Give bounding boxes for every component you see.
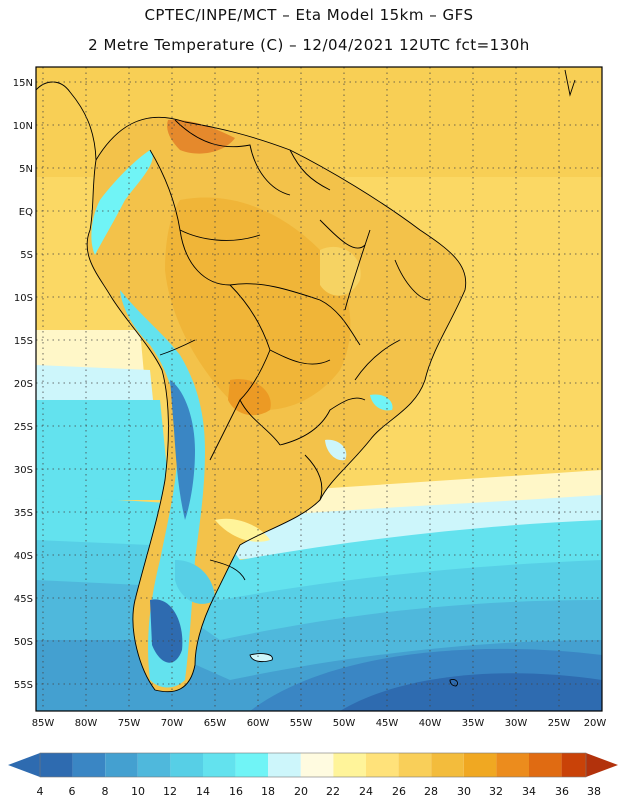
lat-label: 45S	[14, 594, 33, 605]
lon-label: 75W	[118, 718, 141, 729]
colorbar-tick: 16	[229, 785, 243, 798]
lat-label: 50S	[14, 637, 33, 648]
lon-label: 80W	[75, 718, 98, 729]
colorbar-tick: 28	[424, 785, 438, 798]
lat-label: 5N	[19, 164, 33, 175]
colorbar-swatch	[105, 753, 138, 777]
colorbar	[8, 752, 618, 778]
colorbar-tick: 32	[489, 785, 503, 798]
colorbar-swatch	[235, 753, 269, 777]
lon-label: 55W	[290, 718, 313, 729]
lon-label: 85W	[32, 718, 55, 729]
lat-label: 25S	[14, 422, 33, 433]
colorbar-tick: 20	[294, 785, 308, 798]
colorbar-swatch	[72, 753, 106, 777]
latitude-labels: 15N 10N 5N EQ 5S 10S 15S 20S 25S 30S 35S…	[13, 78, 33, 691]
colorbar-tick: 14	[196, 785, 210, 798]
graticule	[36, 67, 603, 711]
colorbar-tick: 6	[69, 785, 76, 798]
lat-label: 10S	[14, 293, 33, 304]
lat-label: 10N	[13, 121, 33, 132]
colorbar-tick: 30	[457, 785, 471, 798]
colorbar-tick: 12	[163, 785, 177, 798]
lon-label: 65W	[204, 718, 227, 729]
colorbar-swatch	[463, 753, 497, 777]
lat-label: 55S	[14, 680, 33, 691]
lat-label: 15N	[13, 78, 33, 89]
lon-label: 20W	[584, 718, 607, 729]
title-line-1: CPTEC/INPE/MCT – Eta Model 15km – GFS	[144, 6, 474, 24]
lon-label: 45W	[376, 718, 399, 729]
colorbar-swatch	[268, 753, 301, 777]
colorbar-swatch	[333, 753, 366, 777]
lat-label: 35S	[14, 508, 33, 519]
colorbar-swatch	[137, 753, 171, 777]
colorbar-swatch	[561, 753, 586, 777]
colorbar-tick: 24	[359, 785, 373, 798]
colorbar-tick: 22	[326, 785, 340, 798]
lat-label: 20S	[14, 379, 33, 390]
title-line-2: 2 Metre Temperature (C) – 12/04/2021 12U…	[88, 36, 530, 54]
lon-label: 40W	[419, 718, 442, 729]
colorbar-swatch	[398, 753, 432, 777]
lon-label: 35W	[462, 718, 485, 729]
longitude-labels: 85W 80W 75W 70W 65W 60W 55W 50W 45W 40W …	[32, 718, 607, 729]
lon-label: 25W	[548, 718, 571, 729]
lon-label: 70W	[161, 718, 184, 729]
colorbar-tick: 4	[37, 785, 44, 798]
colorbar-swatch	[300, 753, 334, 777]
colorbar-arrow-left	[8, 753, 40, 777]
map-frame	[35, 66, 603, 712]
colorbar-swatch	[366, 753, 399, 777]
map-field	[36, 67, 602, 711]
colorbar-swatch	[170, 753, 203, 777]
borders	[36, 69, 576, 693]
colorbar-arrow-right	[586, 753, 618, 777]
lon-label: 30W	[505, 718, 528, 729]
colorbar-swatch	[40, 753, 73, 777]
lat-label: 30S	[14, 465, 33, 476]
colorbar-tick: 36	[555, 785, 569, 798]
lat-label: 5S	[20, 250, 33, 261]
lon-label: 50W	[333, 718, 356, 729]
colorbar-tick: 26	[392, 785, 406, 798]
colorbar-tick: 38	[587, 785, 601, 798]
colorbar-tick: 34	[522, 785, 536, 798]
colorbar-swatch	[203, 753, 236, 777]
lat-label: 40S	[14, 551, 33, 562]
lat-label: 15S	[14, 336, 33, 347]
colorbar-tick: 8	[102, 785, 109, 798]
colorbar-labels: 4 6 8 10 12 14 16 18 20 22 24 26 28 30 3…	[37, 785, 602, 798]
colorbar-swatch	[529, 753, 562, 777]
colorbar-tick: 10	[131, 785, 145, 798]
lon-label: 60W	[247, 718, 270, 729]
lat-label: EQ	[19, 207, 33, 218]
colorbar-swatch	[431, 753, 464, 777]
colorbar-swatch	[496, 753, 529, 777]
colorbar-tick: 18	[261, 785, 275, 798]
